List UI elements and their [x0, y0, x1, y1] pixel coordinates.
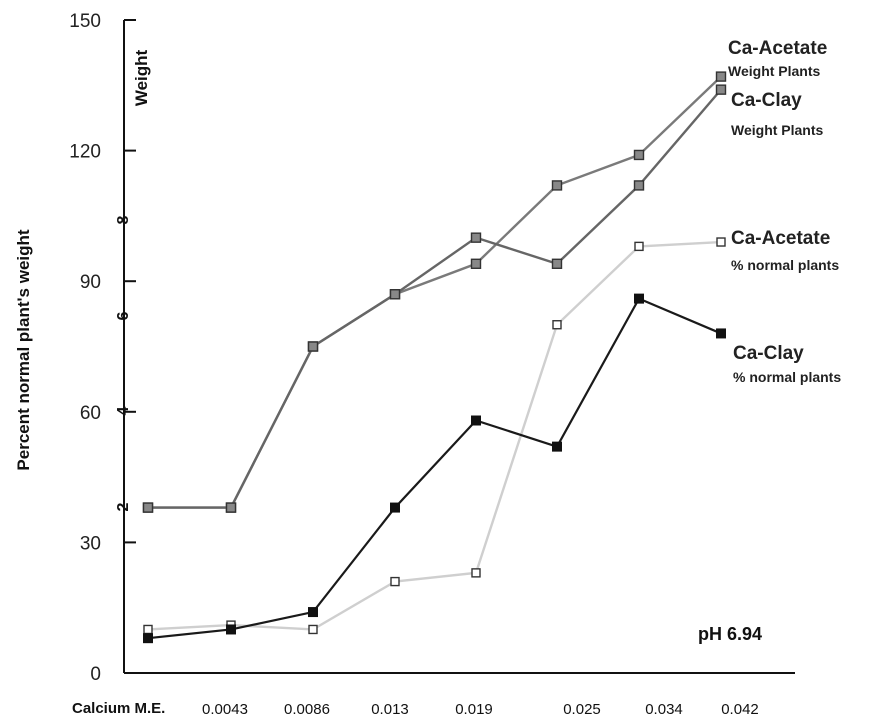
series-label-main: Ca-Clay: [733, 343, 804, 364]
data-point: [390, 576, 400, 587]
series-label-sub: % normal plants: [733, 369, 841, 385]
data-point: [551, 258, 563, 269]
secondary-axis-ticks: 2 4 6 8: [115, 215, 132, 511]
data-point: [634, 293, 644, 304]
x-tick-labels: 0.0043 0.0086 0.013 0.019 0.025 0.034 0.042: [202, 701, 759, 718]
series-label-main: Ca-Clay: [731, 90, 802, 111]
ph-annotation: pH 6.94: [698, 624, 762, 644]
y-tick-label: 0: [90, 664, 101, 685]
data-point: [143, 624, 153, 635]
series-line: [148, 75, 722, 509]
data-point: [633, 149, 645, 161]
secondary-tick-label: 8: [115, 215, 132, 224]
y-tick-label: 120: [69, 142, 101, 163]
series-line: [147, 297, 722, 640]
data-point: [716, 237, 726, 247]
data-point: [716, 328, 726, 339]
x-tick-label: 0.013: [371, 701, 409, 718]
data-point: [307, 341, 319, 352]
data-point: [308, 607, 318, 618]
secondary-tick-label: 4: [115, 406, 132, 415]
data-point: [470, 258, 482, 269]
series-label-main: Ca-Acetate: [728, 38, 827, 59]
series-3: [143, 293, 726, 644]
y-tick-label: 150: [69, 11, 101, 32]
y-axis-label: Percent normal plant's weight: [14, 229, 33, 470]
x-tick-label: 0.025: [563, 701, 601, 718]
y-tick-labels: 0 30 60 90 120 150: [69, 11, 101, 685]
data-point: [470, 232, 482, 243]
series-layer: [142, 71, 727, 644]
secondary-tick-label: 6: [115, 311, 132, 320]
data-point: [308, 624, 318, 635]
data-point: [552, 320, 562, 330]
x-tick-label: 0.042: [721, 701, 759, 718]
data-point: [715, 84, 727, 95]
data-point: [389, 289, 401, 300]
data-point: [390, 502, 400, 513]
series-label-sub: Weight Plants: [731, 122, 824, 138]
data-point: [552, 441, 562, 452]
data-point: [551, 180, 563, 191]
series-label-sub: % normal plants: [731, 257, 839, 273]
secondary-tick-label: 2: [115, 502, 132, 511]
y-tick-label: 30: [80, 533, 101, 554]
x-axis-label: Calcium M.E.: [72, 700, 165, 717]
series-0: [142, 71, 727, 513]
x-tick-label: 0.0043: [202, 701, 248, 718]
data-point: [715, 71, 727, 82]
data-point: [633, 180, 645, 191]
series-labels: Ca-Acetate Weight Plants Ca-Clay Weight Pla…: [728, 38, 841, 385]
x-tick-label: 0.034: [645, 701, 683, 718]
data-point: [471, 415, 481, 426]
data-point: [226, 624, 236, 635]
x-tick-label: 0.0086: [284, 701, 330, 718]
series-label-sub: Weight Plants: [728, 63, 821, 79]
series-label-main: Ca-Acetate: [731, 228, 830, 249]
data-point: [471, 568, 481, 578]
axes: [123, 19, 795, 674]
series-line: [148, 88, 722, 509]
x-tick-label: 0.019: [455, 701, 493, 718]
data-point: [143, 633, 153, 644]
data-point: [142, 502, 154, 513]
series-1: [142, 84, 727, 513]
secondary-axis-label: Weight: [132, 49, 151, 106]
y-tick-label: 60: [80, 403, 101, 424]
data-point: [225, 502, 237, 513]
data-point: [634, 241, 644, 252]
y-tick-label: 90: [80, 272, 101, 293]
